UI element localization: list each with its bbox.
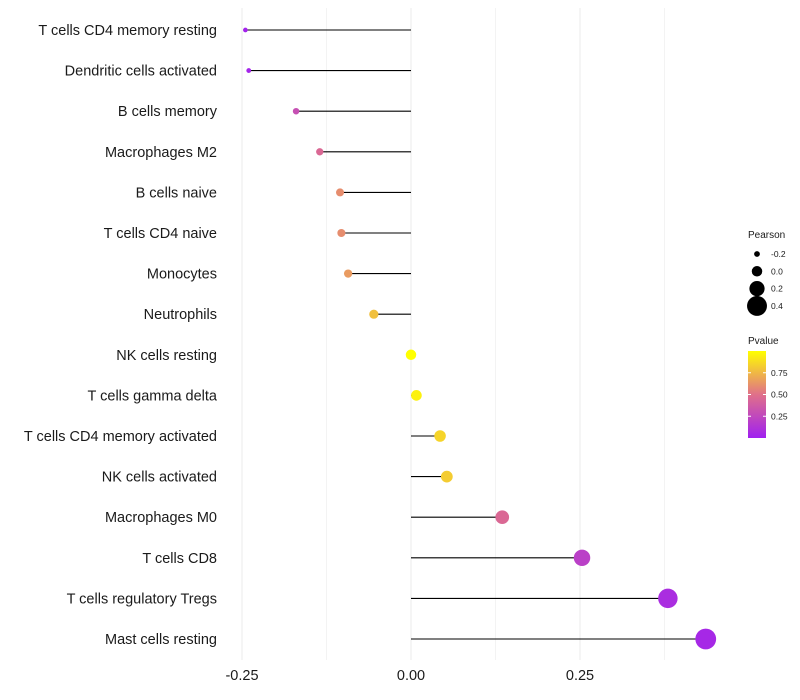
lollipop-point <box>695 628 717 650</box>
y-tick-label: T cells CD4 naive <box>104 226 217 242</box>
y-tick-label: T cells CD4 memory resting <box>38 23 217 39</box>
lollipop-point <box>246 68 252 74</box>
lollipop-point <box>405 349 417 361</box>
y-axis-labels: T cells CD4 memory resting Dendritic cell… <box>24 23 218 648</box>
lollipop-point <box>337 228 346 238</box>
size-legend: Pearson -0.2 0.0 0.2 0.4 <box>747 230 786 316</box>
lollipop-point <box>243 27 248 33</box>
lollipop-points <box>243 27 717 650</box>
y-tick-label: T cells regulatory Tregs <box>67 591 217 607</box>
size-legend-key <box>749 280 765 297</box>
x-tick-label: -0.25 <box>225 668 258 684</box>
y-tick-label: Macrophages M2 <box>105 145 217 161</box>
lollipop-point <box>434 430 446 442</box>
lollipop-point <box>343 269 353 278</box>
y-tick-label: B cells naive <box>136 185 217 201</box>
lollipop-point <box>495 510 510 525</box>
color-legend-bar <box>748 351 766 438</box>
color-legend-title: Pvalue <box>748 336 779 347</box>
color-legend-label: 0.50 <box>771 390 788 400</box>
color-legend-label: 0.25 <box>771 411 788 421</box>
lollipop-point <box>658 588 678 609</box>
y-tick-label: B cells memory <box>118 104 218 120</box>
y-tick-label: T cells CD8 <box>142 551 217 567</box>
size-legend-key <box>751 266 763 277</box>
y-tick-label: T cells CD4 memory activated <box>24 429 217 445</box>
lollipop-point <box>440 470 453 483</box>
x-axis-labels: -0.25 0.00 0.25 <box>225 668 594 684</box>
lollipop-point <box>316 148 324 156</box>
size-legend-label: 0.4 <box>771 301 783 311</box>
size-legend-label: -0.2 <box>771 249 786 259</box>
lollipop-point <box>369 309 379 319</box>
x-tick-label: 0.25 <box>566 668 594 684</box>
grid-lines <box>241 8 665 660</box>
y-tick-label: Dendritic cells activated <box>65 64 217 80</box>
size-legend-key <box>754 251 760 257</box>
y-tick-label: NK cells resting <box>116 348 217 364</box>
y-tick-label: Macrophages M0 <box>105 510 217 526</box>
lollipop-point <box>411 390 422 401</box>
y-tick-label: NK cells activated <box>102 470 217 486</box>
lollipop-point <box>292 107 300 115</box>
y-tick-label: Neutrophils <box>144 307 217 323</box>
lollipop-point <box>336 188 345 197</box>
y-tick-label: T cells gamma delta <box>88 388 218 404</box>
size-legend-title: Pearson <box>748 230 785 241</box>
size-legend-label: 0.2 <box>771 284 783 294</box>
x-tick-label: 0.00 <box>397 668 425 684</box>
size-legend-label: 0.0 <box>771 266 783 276</box>
y-tick-label: Mast cells resting <box>105 632 217 648</box>
size-legend-key <box>747 295 767 316</box>
lollipop-point <box>573 549 591 567</box>
lollipop-sticks <box>245 29 706 640</box>
y-tick-label: Monocytes <box>147 267 217 283</box>
color-legend-label: 0.75 <box>771 368 788 378</box>
color-legend: Pvalue 0.25 0.50 0.75 <box>748 336 788 438</box>
